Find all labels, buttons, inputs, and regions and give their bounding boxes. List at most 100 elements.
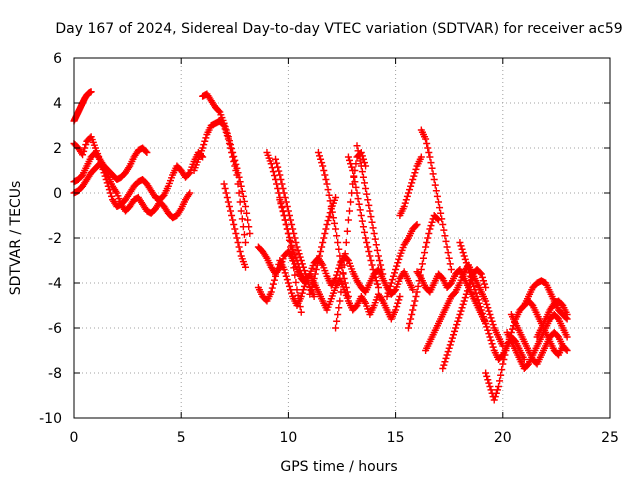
series-arc9 [254,257,404,323]
data-point [335,304,343,312]
data-point [391,269,399,277]
data-point [287,286,295,294]
data-point [563,347,571,354]
series-arc16 [344,153,382,291]
data-point [295,250,303,258]
data-point [330,219,338,227]
data-point [486,333,494,341]
data-point [392,266,400,273]
series-arc17 [353,142,387,278]
data-point [483,372,491,380]
data-point [437,209,445,217]
data-point [325,213,333,221]
data-point [310,275,318,282]
data-point [288,250,296,258]
data-point [285,282,293,290]
data-point [442,237,450,245]
data-point [488,340,496,348]
data-point [328,208,336,216]
data-point [299,263,307,271]
data-point [425,149,433,156]
data-point [485,307,493,315]
x-tick-label: 15 [387,430,405,446]
data-point [379,270,387,278]
data-point [235,189,243,197]
data-point [352,183,360,191]
series-arc5 [199,90,254,237]
data-point [332,194,340,201]
data-point [473,293,481,300]
series-arc29 [520,277,571,323]
data-point [246,230,254,237]
data-point [273,159,281,167]
data-point [293,286,301,294]
data-point [186,189,194,197]
y-tick-label: -6 [48,321,62,337]
data-point [395,255,403,263]
data-point [238,215,246,223]
data-point [232,167,240,174]
data-point [408,311,416,318]
data-point [223,194,231,201]
data-point [220,122,228,129]
data-point [563,333,571,341]
data-point [487,336,495,344]
data-point [344,293,352,300]
data-point [227,144,235,152]
data-point [318,243,326,251]
data-point [285,236,293,244]
data-point [463,287,471,295]
data-point [320,234,328,242]
data-point [417,153,425,161]
data-point [418,260,426,268]
data-point [355,152,363,160]
data-point [278,204,286,212]
data-point [444,348,452,356]
data-point [311,270,319,278]
data-point [445,344,453,352]
data-point [347,198,355,206]
data-point [202,134,210,142]
data-point [440,361,448,369]
data-point [349,167,357,174]
data-point [371,235,379,243]
data-point [333,317,341,325]
data-point [332,225,340,233]
data-point [221,185,229,192]
y-tick-label: 2 [53,141,62,157]
data-point [342,239,350,246]
data-point [327,203,335,210]
data-point [447,266,455,273]
data-point [229,153,237,161]
data-point [394,259,402,267]
data-point [297,293,305,300]
data-point [364,196,372,204]
data-point [468,276,476,284]
data-point [282,272,290,280]
data-point [298,289,306,297]
data-point [244,216,252,224]
data-point [446,260,454,268]
data-point [422,243,430,251]
series-arc7 [220,180,250,271]
data-point [334,239,342,246]
data-point [277,200,285,208]
data-point [284,279,292,287]
data-point [312,266,320,273]
data-point [388,276,396,284]
data-point [461,255,469,263]
data-point [233,171,241,179]
data-point [278,180,286,188]
data-point [357,162,365,170]
data-point [412,293,420,300]
data-point [466,269,474,277]
data-point [143,149,151,156]
data-point [427,159,435,167]
data-point [358,168,366,176]
data-point [396,293,404,300]
data-point [240,231,248,239]
data-point [281,269,289,277]
data-point [280,212,288,219]
y-tick-label: 0 [53,186,62,202]
